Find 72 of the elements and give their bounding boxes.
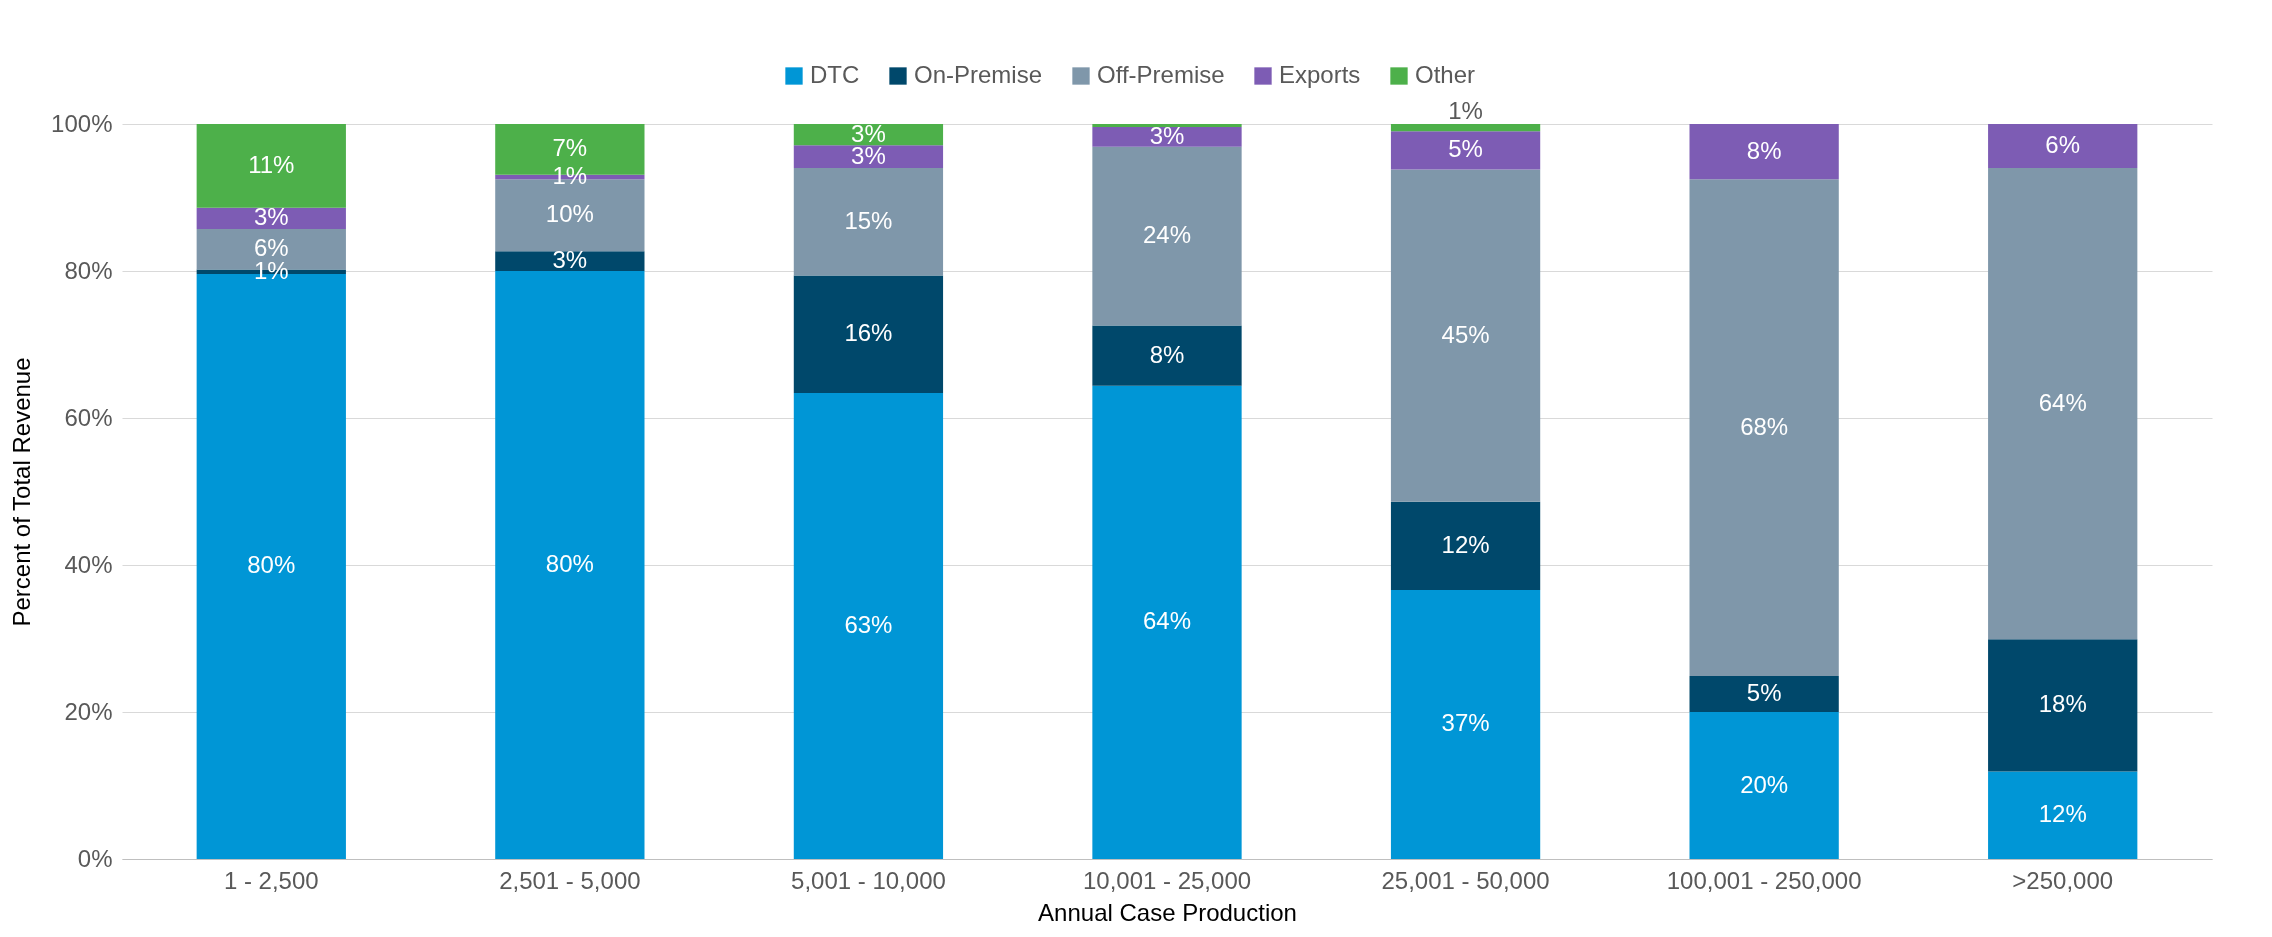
bar (1988, 124, 2138, 169)
data-label: 18% (2038, 690, 2087, 718)
data-label: 3% (1149, 121, 1185, 149)
data-label: 8% (1149, 340, 1185, 368)
x-tick-label: 5,001 - 10,000 (791, 866, 946, 894)
data-label: 20% (1740, 770, 1789, 798)
bar (1988, 771, 2138, 859)
data-label: 24% (1142, 221, 1192, 249)
bar (1092, 385, 1242, 859)
legend-label: DTC (810, 61, 860, 88)
x-tick-label: 2,501 - 5,000 (499, 866, 641, 894)
data-label: 10% (545, 200, 594, 228)
bar (1390, 169, 1541, 502)
x-tick-label: 25,001 - 50,000 (1381, 866, 1550, 894)
bar (1689, 124, 1839, 180)
x-tick-label: 10,001 - 25,000 (1082, 866, 1252, 894)
bar (1092, 146, 1242, 326)
y-tick-label: 80% (64, 256, 113, 284)
x-tick-label: 100,001 - 250,000 (1666, 866, 1862, 894)
data-label: 63% (844, 611, 893, 639)
data-label: 3% (552, 246, 588, 274)
data-label: 8% (1746, 136, 1782, 164)
y-tick-label: 40% (64, 550, 113, 578)
data-label: 68% (1740, 412, 1789, 440)
legend-label: On-Premise (914, 61, 1043, 88)
bar (1390, 131, 1541, 170)
bar (1988, 639, 2138, 772)
data-label: 80% (247, 551, 296, 579)
bar (1390, 501, 1541, 590)
data-label: 12% (2038, 800, 2087, 828)
bar (495, 251, 645, 271)
bar (1689, 712, 1839, 859)
data-label: 5% (1746, 678, 1782, 706)
bar (1988, 168, 2138, 640)
bar (1092, 124, 1242, 127)
data-label: 11% (248, 150, 295, 178)
data-label: 64% (2038, 388, 2087, 416)
bar (1390, 589, 1541, 859)
legend-label: Other (1415, 61, 1476, 88)
bar (196, 124, 346, 208)
bar (1092, 126, 1242, 147)
bar (793, 168, 944, 276)
data-label: 45% (1441, 320, 1490, 348)
legend-label: Exports (1279, 61, 1361, 88)
bar (1390, 124, 1541, 132)
bar (1689, 675, 1839, 712)
x-axis-title: Annual Case Production (1038, 898, 1297, 926)
bar (793, 275, 944, 394)
data-label: 6% (2045, 131, 2081, 159)
bar (1689, 179, 1839, 676)
bar (793, 393, 944, 859)
data-label: 12% (1441, 530, 1490, 558)
data-label: 15% (844, 206, 893, 234)
data-label: 5% (1448, 135, 1483, 163)
bar (1092, 325, 1242, 386)
x-tick-label: >250,000 (2012, 866, 2114, 894)
bar (495, 271, 645, 859)
y-tick-label: 100% (51, 109, 113, 137)
bar (793, 145, 944, 169)
y-axis-title: Percent of Total Revenue (8, 357, 36, 627)
data-label: 37% (1441, 709, 1490, 737)
data-label: 16% (844, 319, 893, 347)
x-tick-label: 1 - 2,500 (223, 866, 319, 894)
data-label: 7% (552, 134, 588, 162)
data-label: 3% (253, 203, 289, 231)
legend-label: Off-Premise (1097, 61, 1225, 88)
y-tick-label: 60% (64, 403, 113, 431)
data-label: 1% (1448, 97, 1483, 124)
y-tick-label: 0% (77, 844, 113, 872)
data-label: 80% (545, 550, 594, 577)
data-label: 64% (1142, 607, 1192, 635)
y-tick-label: 20% (64, 697, 113, 725)
